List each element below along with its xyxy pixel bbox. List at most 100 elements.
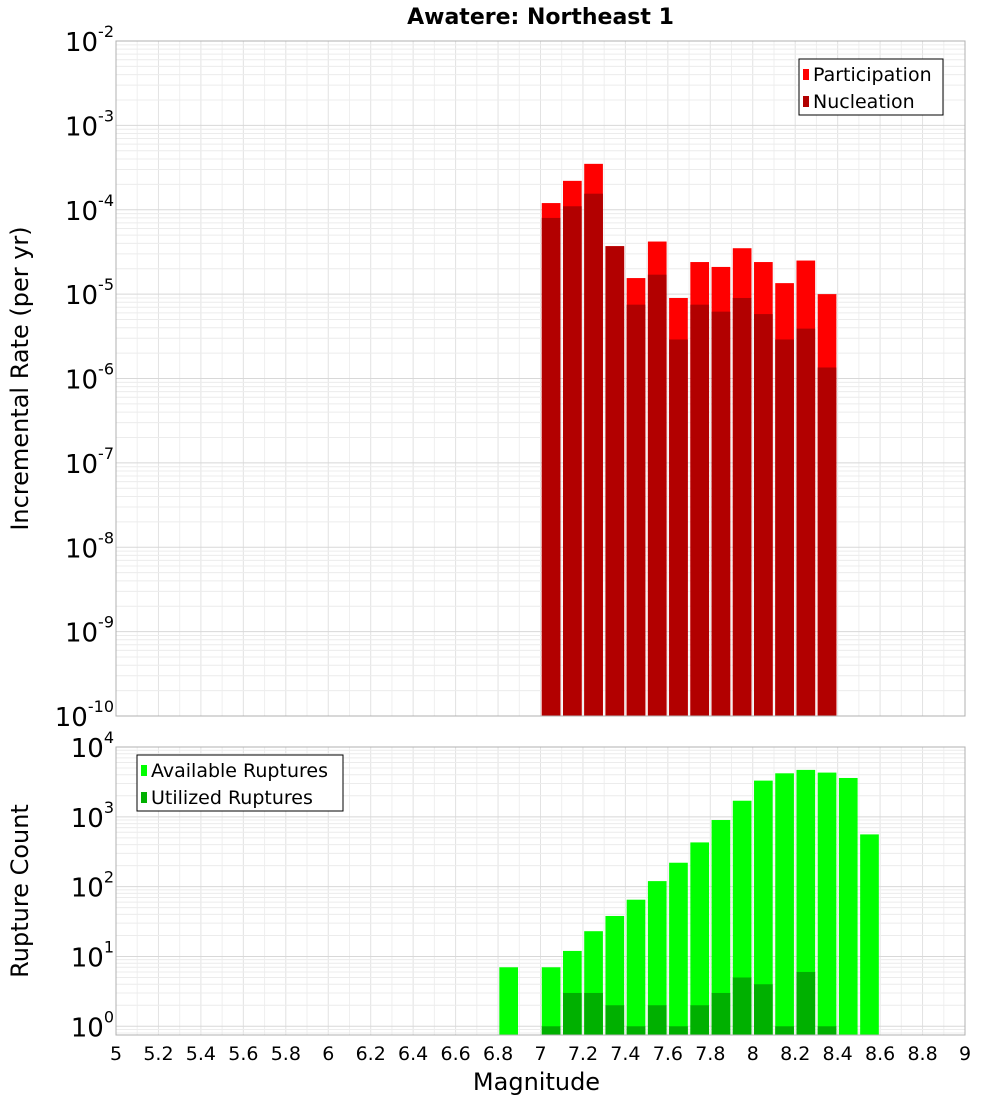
- bar: [754, 780, 773, 1035]
- x-tick-label: 8.6: [865, 1043, 895, 1065]
- bar: [732, 800, 752, 1035]
- chart-panel-2: 100 101 102 103 104 Rupture Count 5 5.2 5.4 5.6 5.…: [6, 728, 971, 1096]
- bar: [775, 773, 794, 1035]
- plot-frame: [115, 746, 966, 1036]
- bar: [647, 1005, 667, 1035]
- bar: [711, 311, 731, 716]
- bar: [860, 834, 879, 1035]
- x-tick-label: 7.4: [610, 1043, 640, 1065]
- series-nucleation: [541, 193, 837, 716]
- y-tick-label: 10-7: [65, 444, 114, 480]
- x-tick-label: 5.2: [143, 1043, 173, 1065]
- bar: [562, 206, 582, 716]
- bar: [732, 977, 752, 1035]
- bar: [732, 297, 752, 716]
- bar: [626, 1026, 646, 1035]
- bar: [669, 1026, 688, 1035]
- legend-label: Utilized Ruptures: [151, 787, 313, 809]
- bar: [711, 992, 731, 1035]
- x-tick-label: 8.4: [823, 1043, 853, 1065]
- bar: [584, 193, 603, 716]
- legend-swatch: [141, 792, 147, 803]
- x-tick-label: 6.6: [440, 1043, 470, 1065]
- bar: [754, 314, 773, 716]
- bar: [775, 1026, 794, 1035]
- y-tick-label: 100: [71, 1007, 114, 1043]
- bar: [669, 862, 688, 1035]
- bar: [775, 339, 794, 716]
- x-tick-label: 6: [322, 1043, 334, 1065]
- bar: [626, 899, 646, 1035]
- bar: [711, 820, 731, 1035]
- bar: [690, 1005, 710, 1035]
- x-tick-label: 6.2: [356, 1043, 386, 1065]
- bar: [817, 367, 837, 716]
- x-tick-label: 8.8: [907, 1043, 937, 1065]
- y-tick-label: 10-9: [65, 613, 114, 649]
- legend-swatch: [803, 69, 809, 80]
- x-tick-label: 7.8: [695, 1043, 725, 1065]
- bar: [562, 992, 582, 1035]
- x-tick-label: 8: [747, 1043, 759, 1065]
- legend-swatch: [141, 765, 147, 776]
- y-tick-label: 10-8: [65, 528, 114, 564]
- series-available-ruptures: [499, 769, 879, 1035]
- y-tick-label: 10-3: [65, 106, 114, 142]
- bar: [647, 274, 667, 716]
- x-tick-label: 7: [534, 1043, 546, 1065]
- bar: [817, 772, 837, 1035]
- y-tick-label: 101: [71, 937, 114, 973]
- legend-label: Participation: [813, 64, 932, 86]
- x-tick-label: 8.2: [780, 1043, 810, 1065]
- y-tick-label: 10-6: [65, 360, 114, 396]
- y-tick-label: 10-10: [55, 697, 114, 733]
- x-tick-label: 5.8: [271, 1043, 301, 1065]
- bar: [796, 769, 816, 1035]
- bar: [754, 984, 773, 1035]
- legend-box: [798, 58, 944, 116]
- grid-lines: [115, 41, 966, 717]
- bar: [817, 1026, 837, 1035]
- series-utilized-ruptures: [541, 971, 837, 1035]
- x-axis-label: Magnitude: [473, 1068, 600, 1096]
- plot-frame: [115, 40, 966, 717]
- y-axis-label: Rupture Count: [6, 804, 34, 978]
- bar: [796, 328, 816, 716]
- bar: [838, 777, 858, 1035]
- x-tick-label: 7.6: [653, 1043, 683, 1065]
- bar: [541, 217, 561, 716]
- bar: [647, 881, 667, 1035]
- chart-panel-1: 10-10 10-9 10-8 10-7 10-6 10-5 10-4 10-3 10-2 Inc…: [6, 5, 966, 733]
- y-axis-label: Incremental Rate (per yr): [6, 226, 34, 530]
- chart-title: Awatere: Northeast 1: [407, 5, 674, 30]
- bar: [690, 842, 710, 1035]
- bar: [541, 1026, 561, 1035]
- legend-swatch: [803, 96, 809, 107]
- x-tick-label: 6.8: [483, 1043, 513, 1065]
- x-tick-label: 6.4: [398, 1043, 428, 1065]
- y-tick-label: 103: [71, 798, 114, 834]
- x-tick-label: 5.6: [228, 1043, 258, 1065]
- legend: Participation Nucleation: [798, 58, 944, 116]
- y-tick-label: 102: [71, 868, 114, 904]
- legend-box: [136, 754, 344, 812]
- bar: [499, 967, 519, 1035]
- x-tick-label: 9: [959, 1043, 971, 1065]
- legend-label: Nucleation: [813, 91, 915, 113]
- x-tick-label: 5: [110, 1043, 122, 1065]
- x-tick-label: 7.2: [568, 1043, 598, 1065]
- legend: Available Ruptures Utilized Ruptures: [136, 754, 344, 812]
- y-tick-label: 104: [71, 728, 114, 764]
- bar: [584, 992, 603, 1035]
- y-tick-label: 10-5: [65, 275, 114, 311]
- bar: [605, 246, 625, 716]
- x-tick-label: 5.4: [186, 1043, 216, 1065]
- bar: [541, 967, 561, 1035]
- bar: [605, 1005, 625, 1035]
- y-tick-label: 10-2: [65, 22, 114, 58]
- legend-label: Available Ruptures: [151, 760, 328, 782]
- bar: [690, 304, 710, 716]
- bar: [796, 971, 816, 1035]
